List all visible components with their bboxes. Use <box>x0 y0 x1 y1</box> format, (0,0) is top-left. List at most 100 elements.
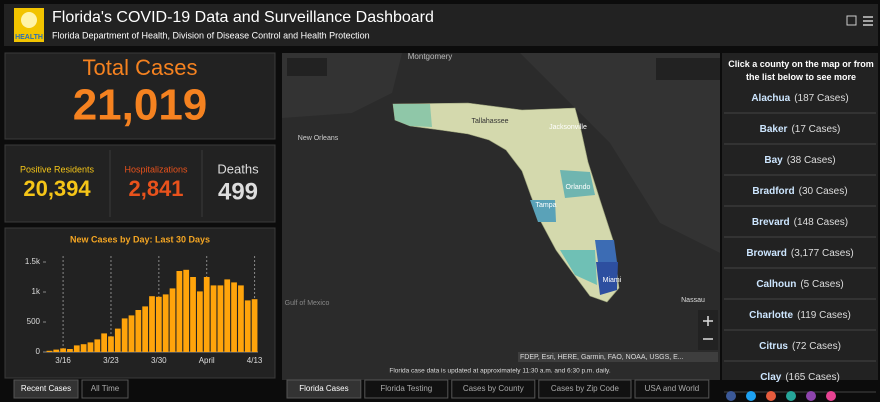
bar <box>203 277 210 352</box>
y-tick-label: 1k <box>32 287 41 296</box>
county-cases[interactable]: (165 Cases) <box>785 372 839 383</box>
county-cases[interactable]: (5 Cases) <box>800 279 843 290</box>
county-cases[interactable]: (72 Cases) <box>792 341 841 352</box>
county-area <box>595 240 617 262</box>
county-name[interactable]: Charlotte <box>749 310 793 321</box>
tab[interactable] <box>13 379 79 399</box>
county-name[interactable]: Clay <box>760 372 782 383</box>
tab-label[interactable]: All Time <box>91 384 120 393</box>
county-area <box>530 200 556 222</box>
x-tick-label: 3/16 <box>55 356 71 365</box>
bar <box>135 310 142 352</box>
zoom-control[interactable] <box>698 310 718 350</box>
county-item[interactable]: Broward (3,177 Cases) <box>746 248 853 259</box>
bar <box>94 339 101 352</box>
county-cases[interactable]: (119 Cases) <box>797 310 851 321</box>
county-name[interactable]: Broward <box>746 248 787 259</box>
icon[interactable] <box>726 391 736 401</box>
county-cases[interactable]: (38 Cases) <box>787 155 836 166</box>
stat-label: Hospitalizations <box>124 164 188 174</box>
stat-value: 20,394 <box>23 176 91 201</box>
chart-title: New Cases by Day: Last 30 Days <box>70 234 210 244</box>
county-item[interactable]: Alachua (187 Cases) <box>751 93 848 104</box>
attribution: FDEP, Esri, HERE, Garmin, FAO, NOAA, USG… <box>520 354 684 361</box>
total-panel <box>4 52 276 140</box>
bar <box>162 294 169 352</box>
county-name[interactable]: Alachua <box>751 93 790 104</box>
zoom-icons[interactable] <box>703 316 713 340</box>
icon[interactable] <box>766 391 776 401</box>
chart-tabs: Recent Cases All Time <box>13 379 129 399</box>
menu-icon[interactable] <box>863 16 873 26</box>
x-tick-label: April <box>199 356 215 365</box>
county-item[interactable]: Charlotte (119 Cases) <box>749 310 851 321</box>
county-item[interactable]: Baker (17 Cases) <box>760 124 841 135</box>
county-item[interactable]: Bradford (30 Cases) <box>752 186 847 197</box>
bar <box>142 306 149 352</box>
map-tool[interactable] <box>287 58 327 76</box>
county-name[interactable]: Baker <box>760 124 788 135</box>
tab[interactable] <box>634 379 710 399</box>
tab-label[interactable]: USA and World <box>645 384 700 393</box>
county-item[interactable]: Clay (165 Cases) <box>760 372 840 383</box>
stats-panel <box>4 144 276 223</box>
logo-text: HEALTH <box>15 34 43 41</box>
tab-label[interactable]: Florida Testing <box>380 384 432 393</box>
tab-label[interactable]: Cases by County <box>463 384 524 393</box>
bar <box>114 328 121 352</box>
county-name[interactable]: Bay <box>764 155 783 166</box>
stat-value: 499 <box>218 178 258 205</box>
county-cases[interactable]: (148 Cases) <box>794 217 848 228</box>
county-item[interactable]: Citrus (72 Cases) <box>759 341 841 352</box>
map-label: Jacksonville <box>549 124 587 131</box>
county-cases[interactable]: (187 Cases) <box>794 93 848 104</box>
bar <box>251 299 258 352</box>
bar <box>87 342 94 352</box>
map-label: Gulf of Mexico <box>285 300 330 307</box>
map-label: Tallahassee <box>472 118 509 125</box>
tab[interactable] <box>364 379 449 399</box>
icon[interactable] <box>826 391 836 401</box>
tab[interactable] <box>451 379 536 399</box>
map-toolbar[interactable] <box>656 58 720 80</box>
county-cases[interactable]: (3,177 Cases) <box>791 248 854 259</box>
county-item[interactable]: Calhoun (5 Cases) <box>756 279 843 290</box>
county-name[interactable]: Bradford <box>752 186 794 197</box>
county-area <box>560 250 597 285</box>
county-list: Alachua (187 Cases) Baker (17 Cases) Bay (38 … <box>724 93 876 393</box>
county-item[interactable]: Brevard (148 Cases) <box>752 217 848 228</box>
county-item[interactable]: Bay (38 Cases) <box>764 155 835 166</box>
bar <box>108 336 114 352</box>
county-cases[interactable]: (17 Cases) <box>791 124 840 135</box>
tab[interactable] <box>81 379 129 399</box>
icon[interactable] <box>786 391 796 401</box>
county-panel <box>722 53 878 380</box>
tab[interactable] <box>286 379 362 399</box>
attribution-bg <box>518 352 718 362</box>
bar <box>169 288 176 352</box>
county-name[interactable]: Brevard <box>752 217 790 228</box>
icon[interactable] <box>806 391 816 401</box>
bar <box>238 285 244 352</box>
social-icons <box>726 391 836 401</box>
tab-label[interactable]: Florida Cases <box>299 384 348 393</box>
county-name[interactable]: Citrus <box>759 341 788 352</box>
bar <box>210 285 217 352</box>
map-labels: Montgomery New Orleans Tallahassee Jacksonv… <box>285 52 705 307</box>
county-area <box>393 104 432 127</box>
tab-label[interactable]: Recent Cases <box>21 384 71 393</box>
county-name[interactable]: Calhoun <box>756 279 796 290</box>
open-icon[interactable] <box>846 15 857 26</box>
tab-label[interactable]: Cases by Zip Code <box>551 384 620 393</box>
x-tick-label: 3/23 <box>103 356 119 365</box>
bar <box>190 277 196 352</box>
header-title: Florida's COVID-19 Data and Surveillance… <box>52 9 434 26</box>
tab[interactable] <box>538 379 632 399</box>
x-tick-label: 3/30 <box>151 356 167 365</box>
stat-label: Positive Residents <box>20 164 95 174</box>
county-cases[interactable]: (30 Cases) <box>799 186 848 197</box>
bar <box>149 296 155 352</box>
map-label: Miami <box>603 277 622 284</box>
icon[interactable] <box>746 391 756 401</box>
